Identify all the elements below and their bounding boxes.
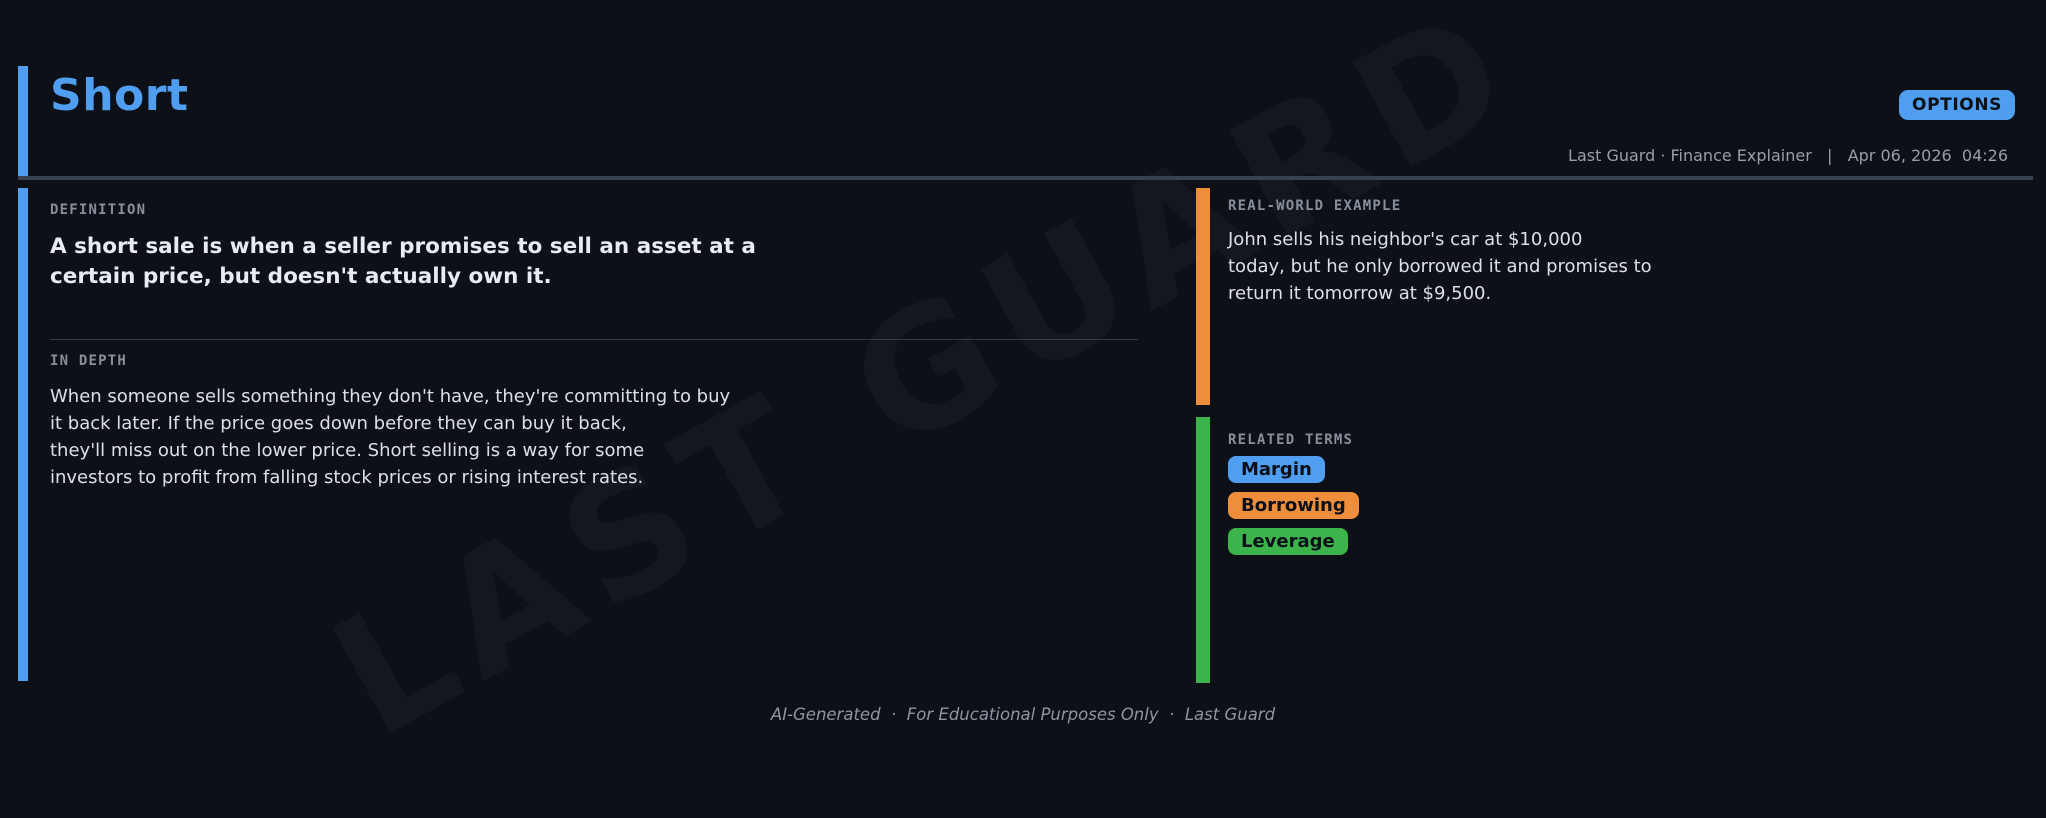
section-divider — [50, 339, 1138, 340]
in-depth-text: When someone sells something they don't … — [50, 386, 731, 488]
header-accent-bar — [18, 66, 28, 176]
footer-disclaimer: AI-Generated · For Educational Purposes … — [770, 705, 1276, 724]
example-label: REAL-WORLD EXAMPLE — [1228, 198, 1402, 214]
related-term-tag-borrowing[interactable]: Borrowing — [1228, 492, 1359, 519]
example-accent-bar — [1196, 188, 1210, 405]
related-term-tag-margin[interactable]: Margin — [1228, 456, 1325, 483]
options-badge[interactable]: OPTIONS — [1899, 90, 2015, 120]
definition-label: DEFINITION — [50, 202, 147, 218]
related-terms-label: RELATED TERMS — [1228, 432, 1354, 448]
meta-line: Last Guard · Finance Explainer | Apr 06,… — [1568, 146, 2008, 165]
definition-accent-bar — [18, 188, 28, 681]
definition-text: A short sale is when a seller promises t… — [50, 234, 756, 289]
related-terms-accent-bar — [1196, 417, 1210, 683]
in-depth-label: IN DEPTH — [50, 353, 128, 369]
header-divider — [18, 176, 2033, 180]
related-term-tag-leverage[interactable]: Leverage — [1228, 528, 1348, 555]
related-terms-list: Margin Borrowing Leverage — [1228, 456, 1359, 555]
page-title: Short — [50, 70, 189, 121]
example-text: John sells his neighbor's car at $10,000… — [1228, 229, 1652, 304]
